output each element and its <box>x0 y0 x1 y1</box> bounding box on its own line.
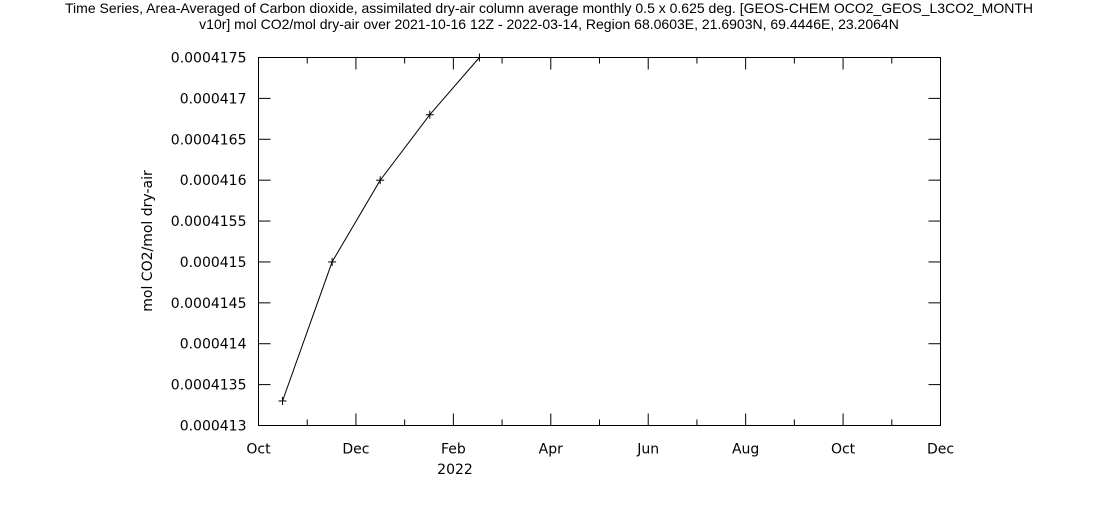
y-axis: 0.000413 0.0004135 0.000414 0.0004145 0.0004… <box>171 51 941 435</box>
x-tick-label: Oct <box>831 442 856 458</box>
y-tick-label: 0.0004165 <box>171 132 247 148</box>
y-tick-label: 0.000417 <box>180 91 247 107</box>
plot-frame <box>258 57 941 426</box>
x-year-label: 2022 <box>437 462 473 478</box>
data-series <box>278 53 484 405</box>
chart-title-line2: v10r] mol CO2/mol dry-air over 2021-10-1… <box>199 16 899 32</box>
data-point <box>376 176 385 185</box>
y-tick-label: 0.0004175 <box>171 51 247 67</box>
y-tick-label: 0.000416 <box>180 173 247 189</box>
chart-title-line1: Time Series, Area-Averaged of Carbon dio… <box>65 0 1033 16</box>
x-tick-label: Jun <box>636 442 659 458</box>
x-axis: Oct Dec Feb Apr Jun Aug Oct Dec <box>246 57 954 458</box>
y-tick-label: 0.000413 <box>180 419 247 435</box>
data-point <box>328 257 337 266</box>
x-tick-label: Dec <box>342 442 369 458</box>
x-tick-label: Dec <box>927 442 954 458</box>
y-tick-label: 0.0004135 <box>171 378 247 394</box>
data-point <box>278 396 287 405</box>
y-axis-label: mol CO2/mol dry-air <box>140 170 156 312</box>
x-tick-label: Apr <box>539 442 563 458</box>
x-tick-label: Aug <box>732 442 759 458</box>
x-tick-label: Feb <box>441 442 466 458</box>
series-line <box>282 57 480 402</box>
data-point <box>475 53 484 62</box>
data-point <box>425 110 434 119</box>
y-tick-label: 0.0004145 <box>171 296 247 312</box>
x-tick-label: Oct <box>246 442 271 458</box>
y-tick-label: 0.0004155 <box>171 214 247 230</box>
y-tick-label: 0.000415 <box>180 255 247 271</box>
y-tick-label: 0.000414 <box>180 337 247 353</box>
